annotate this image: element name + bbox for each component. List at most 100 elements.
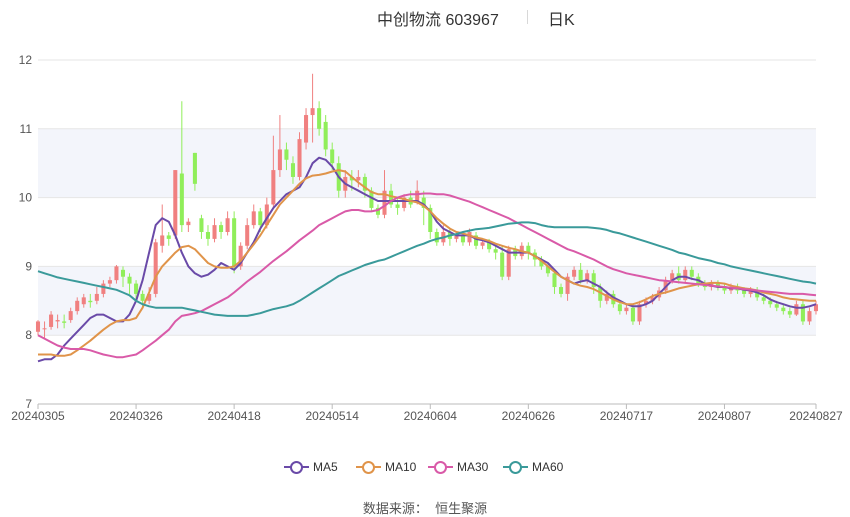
candle-body: [166, 235, 171, 239]
candle-up: [68, 307, 73, 323]
candle-body: [186, 221, 191, 226]
ma-line-ma10: [38, 169, 816, 357]
candle-up: [101, 280, 106, 298]
candle-up: [565, 273, 570, 301]
candle-up: [813, 300, 819, 315]
x-tick-label: 20240827: [789, 409, 843, 423]
candle-up: [310, 73, 315, 143]
candle-up: [304, 108, 309, 150]
candle-up: [225, 211, 230, 236]
candle-up: [251, 204, 256, 229]
candle-up: [49, 311, 54, 330]
candle-down: [552, 269, 557, 294]
legend-item-ma5[interactable]: MA5: [284, 457, 338, 477]
candle-body: [487, 242, 492, 250]
candle-body: [153, 242, 158, 294]
candle-down: [578, 262, 583, 284]
candle-up: [572, 266, 577, 281]
candle-down: [715, 280, 720, 291]
legend-swatch-ma10: [356, 460, 381, 474]
candle-body: [264, 204, 269, 226]
candle-body: [742, 290, 747, 294]
candle-body: [480, 242, 485, 246]
grid-band: [38, 128, 816, 198]
candle-body: [330, 149, 335, 164]
candle-body: [297, 139, 302, 177]
title-divider: [527, 10, 528, 24]
candle-body: [493, 249, 498, 253]
chart-background-bands: [38, 128, 816, 336]
candle-up: [271, 135, 276, 208]
candle-up: [683, 266, 688, 284]
candle-down: [166, 232, 171, 246]
candle-up: [81, 293, 86, 308]
candle-up: [402, 194, 407, 212]
candle-down: [284, 142, 289, 171]
candle-body: [598, 287, 603, 301]
y-tick-label: 11: [20, 122, 33, 136]
candle-body: [722, 287, 727, 291]
candle-body: [323, 121, 328, 150]
candle-body: [768, 300, 773, 305]
candle-body: [258, 211, 263, 226]
candle-down: [722, 283, 727, 294]
candle-body: [526, 245, 531, 253]
candle-up: [277, 115, 282, 177]
data-source-note: 数据来源： 恒生聚源: [0, 498, 850, 517]
candle-body: [402, 197, 407, 208]
candle-body: [395, 204, 400, 208]
candle-down: [781, 304, 786, 315]
candle-up: [238, 242, 243, 270]
candle-body: [107, 280, 112, 284]
y-tick-label: 7: [25, 397, 32, 411]
candle-up: [55, 314, 60, 329]
candle-body: [748, 290, 753, 294]
candle-body: [94, 293, 99, 301]
candle-body: [277, 149, 282, 171]
candle-body: [49, 314, 54, 327]
candle-body: [114, 266, 119, 281]
candle-body: [290, 163, 296, 177]
candle-up: [75, 297, 80, 315]
candle-up: [173, 170, 178, 239]
candle-down: [317, 101, 322, 136]
candle-body: [591, 273, 596, 288]
legend-item-ma60[interactable]: MA60: [503, 457, 563, 477]
candle-down: [232, 211, 237, 274]
candle-down: [62, 314, 67, 329]
candle-body: [389, 190, 394, 205]
candle-body: [245, 225, 250, 246]
candle-body: [173, 170, 178, 236]
candle-body: [761, 297, 766, 301]
legend-swatch-ma5: [284, 460, 309, 474]
candle-down: [179, 101, 184, 232]
candle-down: [127, 273, 132, 294]
candle-body: [617, 304, 622, 312]
y-tick-label: 12: [19, 53, 33, 67]
chart-title-bar: 中创物流 603967 日K: [0, 4, 850, 30]
candle-body: [774, 304, 779, 308]
legend-item-ma30[interactable]: MA30: [428, 457, 488, 477]
candle-body: [179, 173, 184, 226]
candle-up: [186, 218, 191, 232]
candle-up: [114, 265, 119, 284]
legend-label-ma30: MA30: [457, 460, 489, 474]
candle-down: [192, 152, 197, 191]
candle-body: [271, 170, 276, 205]
candle-body: [637, 304, 642, 322]
y-axis: 7 8 9 10 11 12: [19, 53, 33, 411]
candle-body: [800, 304, 805, 322]
candle-up: [297, 132, 302, 181]
moving-average-lines: [37, 156, 817, 363]
candle-up: [160, 204, 165, 253]
candle-body: [663, 280, 668, 291]
x-tick-label: 20240717: [600, 409, 654, 423]
legend-item-ma10[interactable]: MA10: [356, 457, 416, 477]
candle-down: [630, 304, 635, 325]
candle-up: [245, 218, 250, 250]
candle-body: [238, 245, 243, 267]
candle-body: [428, 207, 433, 232]
x-axis: 20240305 20240326 20240418 20240514 20240604…: [11, 403, 843, 423]
candle-body: [813, 304, 819, 312]
candle-body: [362, 176, 367, 191]
